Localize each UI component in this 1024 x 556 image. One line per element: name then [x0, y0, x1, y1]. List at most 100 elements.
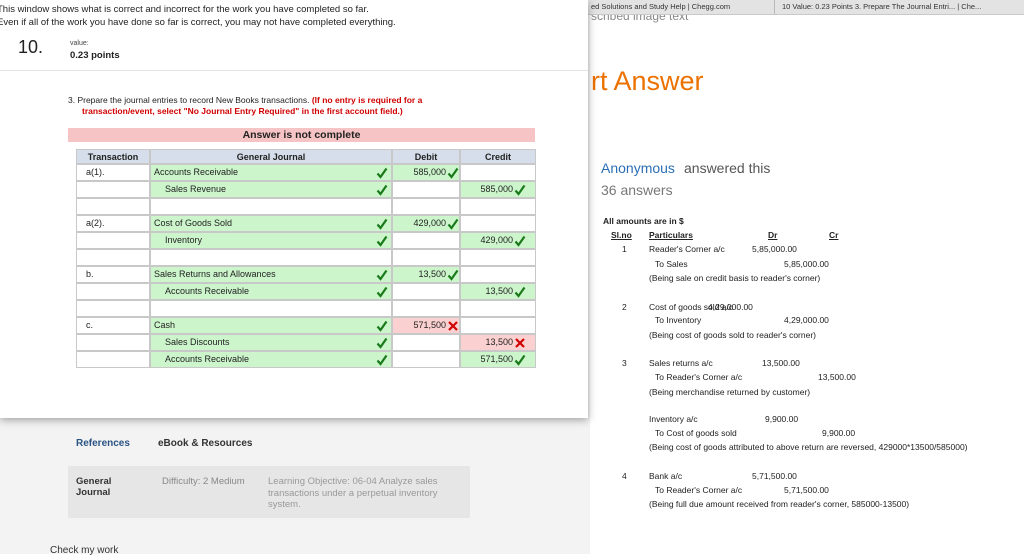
- answered: answered this: [684, 160, 771, 176]
- amount: 13,500: [418, 269, 446, 279]
- check-icon: [376, 337, 388, 349]
- transaction-label: c.: [86, 320, 94, 330]
- answer-header: Dr: [768, 230, 778, 240]
- table-cell: [150, 300, 392, 317]
- table-cell: [76, 215, 150, 232]
- credit-amount: 13,500.00: [818, 372, 856, 382]
- cross-icon: [448, 321, 458, 331]
- debit-amount: 13,500.00: [762, 358, 800, 368]
- particulars: To Sales: [655, 259, 688, 269]
- particulars: Cost of goods sold a/c: [649, 302, 734, 312]
- check-button[interactable]: Check my work: [50, 545, 119, 556]
- amount: 585,000: [413, 167, 446, 177]
- particulars: Reader's Corner a/c: [649, 244, 725, 254]
- table-cell: [392, 266, 460, 283]
- particulars: (Being sale on credit basis to reader's …: [649, 273, 821, 283]
- table-cell: [460, 215, 536, 232]
- account-name: Inventory: [165, 235, 203, 245]
- particulars: To Cost of goods sold: [655, 428, 737, 438]
- check-icon: [376, 269, 388, 281]
- amount: 13,500: [485, 337, 513, 347]
- cross-icon: [515, 338, 525, 348]
- account-name: Accounts Receivable: [165, 286, 250, 296]
- topic: General Journal: [76, 476, 112, 498]
- table-cell: [76, 198, 150, 215]
- debit-amount: 9,900.00: [765, 414, 799, 424]
- objective: Learning Objective: 06-04 Analyze sales …: [268, 476, 438, 510]
- check-icon: [514, 286, 526, 298]
- notice-text: Even if all of the work you have done so…: [0, 17, 396, 28]
- table-cell: [392, 283, 460, 300]
- table-cell: [392, 232, 460, 249]
- table-header: Debit: [414, 152, 438, 162]
- debit-amount: 5,85,000.00: [752, 244, 797, 254]
- particulars: Sales returns a/c: [649, 358, 713, 368]
- amount: 571,500: [413, 320, 446, 330]
- browser-tab[interactable]: ed Solutions and Study Help | Chegg.com: [591, 2, 731, 11]
- tab[interactable]: eBook & Resources: [158, 438, 253, 449]
- table-cell: [392, 249, 460, 266]
- table-cell: [76, 266, 150, 283]
- answer-header: Sl.no: [611, 230, 632, 240]
- table-header-cell: Debit: [392, 149, 460, 164]
- account-name: Accounts Receivable: [154, 167, 239, 177]
- particulars: (Being cost of goods sold to reader's co…: [649, 330, 816, 340]
- transaction-label: b.: [86, 269, 94, 279]
- table-cell: [76, 300, 150, 317]
- tab[interactable]: References: [76, 438, 130, 449]
- answer-count: 36 answers: [601, 182, 673, 198]
- tab-divider: [774, 0, 775, 14]
- serial-number: 1: [622, 244, 627, 254]
- table-header: Credit: [484, 152, 511, 162]
- table-cell: [150, 215, 392, 232]
- author: Anonymous: [601, 160, 675, 176]
- info-box: [68, 466, 470, 518]
- particulars: To Reader's Corner a/c: [655, 372, 743, 382]
- table-header: Transaction: [87, 152, 139, 162]
- check-icon: [514, 235, 526, 247]
- amount: 585,000: [480, 184, 513, 194]
- particulars: (Being merchandise returned by customer): [649, 387, 811, 397]
- table-cell: [76, 283, 150, 300]
- question-text: 3. Prepare the journal entries to record…: [68, 95, 488, 117]
- account-name: Sales Returns and Allowances: [154, 269, 276, 279]
- value-label: value:: [70, 40, 89, 47]
- table-header-cell: General Journal: [150, 149, 392, 164]
- check-icon: [376, 320, 388, 332]
- notice-text: This window shows what is correct and in…: [0, 4, 369, 15]
- check-icon: [447, 167, 459, 179]
- table-cell: [460, 266, 536, 283]
- particulars: (Being cost of goods attributed to above…: [649, 442, 968, 452]
- check-icon: [514, 184, 526, 196]
- amount: 429,000: [413, 218, 446, 228]
- particulars: Inventory a/c: [649, 414, 698, 424]
- table-cell: [392, 181, 460, 198]
- table-cell: [460, 164, 536, 181]
- account-name: Sales Discounts: [165, 337, 230, 347]
- check-icon: [447, 218, 459, 230]
- table-cell: [150, 232, 392, 249]
- table-cell: [76, 164, 150, 181]
- table-cell: [460, 300, 536, 317]
- question-instruction: (If no entry is required for a transacti…: [82, 95, 423, 116]
- table-cell: [392, 164, 460, 181]
- check-icon: [376, 184, 388, 196]
- credit-amount: 4,29,000.00: [784, 315, 829, 325]
- amount: 571,500: [480, 354, 513, 364]
- table-cell: [392, 351, 460, 368]
- amount-note: All amounts are in $: [603, 216, 684, 226]
- table-header: General Journal: [236, 152, 306, 162]
- table-cell: [460, 249, 536, 266]
- particulars: Bank a/c: [649, 471, 683, 481]
- account-name: Cash: [154, 320, 176, 330]
- table-cell: [150, 351, 392, 368]
- table-cell: [76, 232, 150, 249]
- account-name: Sales Revenue: [165, 184, 227, 194]
- answer-header: Particulars: [649, 230, 693, 240]
- transaction-label: a(2).: [86, 218, 105, 228]
- particulars: To Reader's Corner a/c: [655, 485, 743, 495]
- browser-tab[interactable]: 10 Value: 0.23 Points 3. Prepare The Jou…: [782, 2, 982, 11]
- separator: [0, 70, 588, 71]
- check-icon: [376, 286, 388, 298]
